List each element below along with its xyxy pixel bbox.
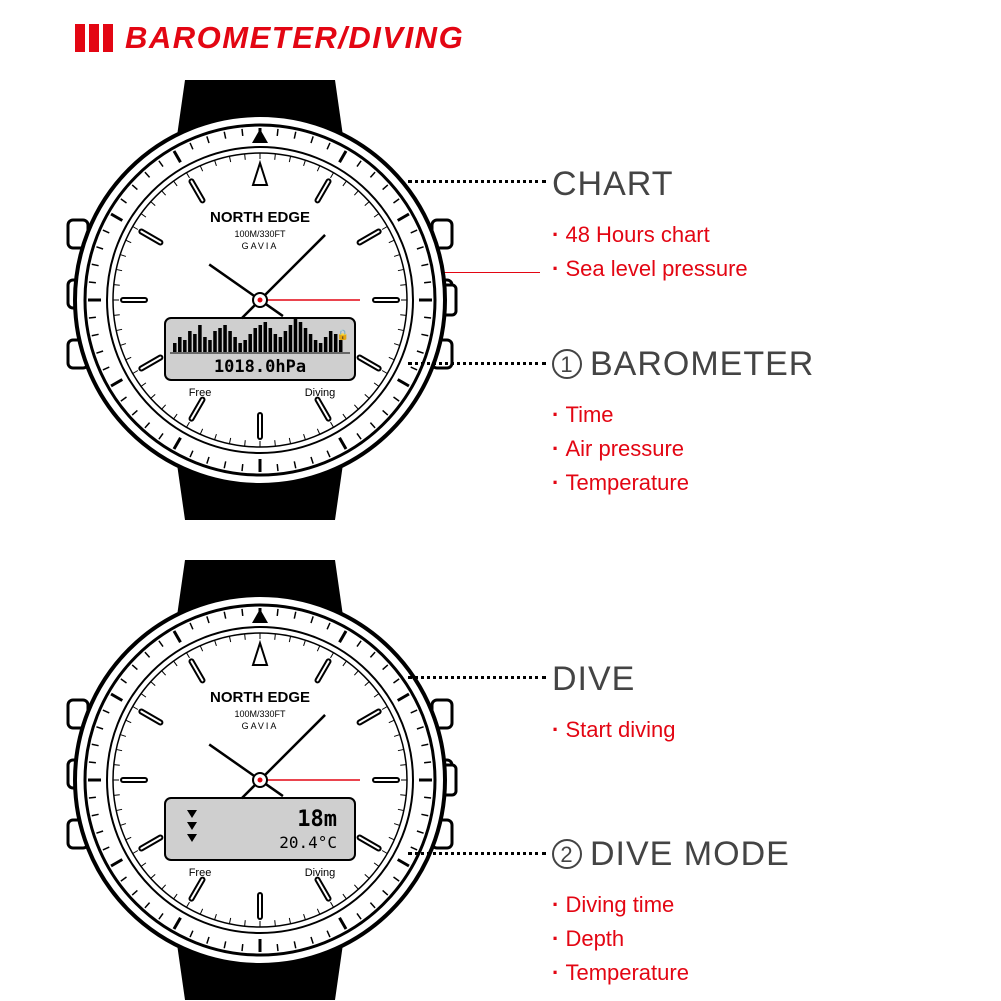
dotted-leader (408, 852, 546, 855)
callout-item: Air pressure (552, 432, 952, 466)
callout-number: 1 (552, 349, 582, 379)
dotted-leader (408, 180, 546, 183)
svg-text:GAVIA: GAVIA (242, 241, 279, 251)
watch-barometer: NORTH EDGE 100M/330FT GAVIA 1018.0hPa 🔒 Free D… (60, 80, 460, 520)
dotted-leader (408, 362, 546, 365)
header-accent-bars (75, 24, 113, 52)
svg-text:Diving: Diving (305, 387, 336, 399)
svg-text:100M/330FT: 100M/330FT (234, 229, 286, 239)
svg-text:20.4°C: 20.4°C (279, 833, 337, 852)
page-header: BAROMETER/DIVING (75, 20, 464, 56)
callout-heading: CHART (552, 165, 952, 204)
svg-text:Free: Free (189, 387, 212, 399)
svg-text:1018.0hPa: 1018.0hPa (214, 357, 306, 377)
callout-item: Diving time (552, 888, 952, 922)
svg-text:NORTH EDGE: NORTH EDGE (210, 689, 310, 706)
callout-item: 48 Hours chart (552, 218, 952, 252)
callout-item: Depth (552, 922, 952, 956)
callout-item: Time (552, 398, 952, 432)
watch-svg-barometer: NORTH EDGE 100M/330FT GAVIA 1018.0hPa 🔒 Free D… (60, 80, 460, 520)
watch-svg-dive: NORTH EDGE 100M/330FT GAVIA 18m20.4°C Free Di… (60, 560, 460, 1000)
svg-text:100M/330FT: 100M/330FT (234, 709, 286, 719)
callout-chart: CHART 48 Hours chartSea level pressure (552, 165, 952, 286)
callout-item: Temperature (552, 466, 952, 500)
svg-text:GAVIA: GAVIA (242, 721, 279, 731)
svg-text:18m: 18m (297, 807, 337, 832)
svg-text:Free: Free (189, 867, 212, 879)
callout-heading: DIVE (552, 660, 952, 699)
callout-number: 2 (552, 839, 582, 869)
callout-dive-mode: 2DIVE MODE Diving timeDepthTemperature (552, 835, 952, 990)
callout-heading: 2DIVE MODE (552, 835, 952, 874)
callout-item: Start diving (552, 713, 952, 747)
callout-barometer: 1BAROMETER TimeAir pressureTemperature (552, 345, 952, 500)
callout-item: Temperature (552, 956, 952, 990)
callout-heading: 1BAROMETER (552, 345, 952, 384)
callout-item: Sea level pressure (552, 252, 952, 286)
callout-dive: DIVE Start diving (552, 660, 952, 747)
svg-text:🔒: 🔒 (337, 329, 349, 341)
svg-text:NORTH EDGE: NORTH EDGE (210, 209, 310, 226)
page-title: BAROMETER/DIVING (125, 20, 464, 56)
dotted-leader (408, 676, 546, 679)
svg-text:Diving: Diving (305, 867, 336, 879)
watch-dive: NORTH EDGE 100M/330FT GAVIA 18m20.4°C Free Di… (60, 560, 460, 1000)
